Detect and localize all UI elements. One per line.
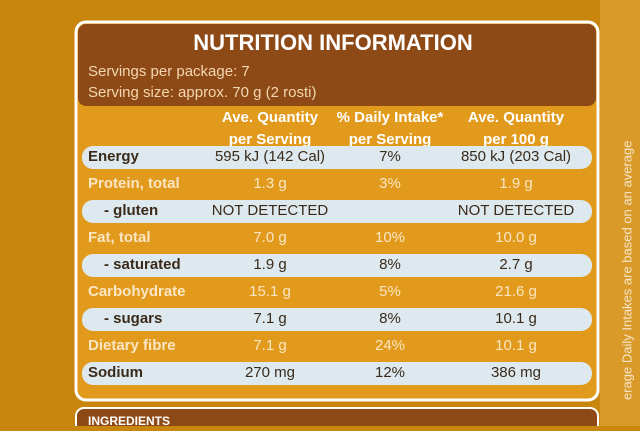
row-label: Dietary fibre	[88, 337, 176, 354]
column-header: per Serving	[349, 131, 432, 148]
column-header: per Serving	[229, 131, 312, 148]
cell: 595 kJ (142 Cal)	[215, 148, 325, 165]
row-label: - gluten	[104, 202, 158, 219]
column-header: Ave. Quantity	[222, 109, 319, 126]
cell: 10.0 g	[495, 229, 537, 246]
side-note: erage Daily Intakes are based on an aver…	[619, 141, 634, 400]
cell: 1.9 g	[499, 175, 532, 192]
cell: 386 mg	[491, 364, 541, 381]
cell: 8%	[379, 256, 401, 273]
row-band	[82, 146, 592, 169]
cell: 850 kJ (203 Cal)	[461, 148, 571, 165]
row-label: Carbohydrate	[88, 283, 186, 300]
cell: 7.1 g	[253, 337, 286, 354]
cell: 8%	[379, 310, 401, 327]
row-label: Fat, total	[88, 229, 151, 246]
row-label: Energy	[88, 148, 140, 165]
footer-band	[75, 407, 599, 431]
cell: NOT DETECTED	[212, 202, 329, 219]
cell: 10.1 g	[495, 310, 537, 327]
cell: NOT DETECTED	[458, 202, 575, 219]
cell: 24%	[375, 337, 405, 354]
cell: 7.1 g	[253, 310, 286, 327]
row-label: - sugars	[104, 310, 162, 327]
row-band	[82, 254, 592, 277]
row-band	[82, 362, 592, 385]
cell: 1.3 g	[253, 175, 286, 192]
cell: 270 mg	[245, 364, 295, 381]
serving-size: Serving size: approx. 70 g (2 rosti)	[88, 84, 316, 101]
column-header: per 100 g	[483, 131, 549, 148]
footer: INGREDIENTS	[88, 414, 170, 426]
row-band	[82, 308, 592, 331]
column-header: Ave. Quantity	[468, 109, 565, 126]
cell: 21.6 g	[495, 283, 537, 300]
title: NUTRITION INFORMATION	[193, 30, 472, 55]
row-label: Protein, total	[88, 175, 180, 192]
row-band	[82, 200, 592, 223]
title-band	[78, 24, 596, 106]
cell: 7%	[379, 148, 401, 165]
cell: 10%	[375, 229, 405, 246]
cell: 1.9 g	[253, 256, 286, 273]
cell: 12%	[375, 364, 405, 381]
cell: 3%	[379, 175, 401, 192]
column-header: % Daily Intake*	[337, 109, 444, 126]
servings: Servings per package: 7	[88, 63, 250, 80]
cell: 7.0 g	[253, 229, 286, 246]
side-panel	[600, 0, 640, 426]
row-label: - saturated	[104, 256, 181, 273]
cell: 5%	[379, 283, 401, 300]
row-label: Sodium	[88, 364, 143, 381]
cell: 10.1 g	[495, 337, 537, 354]
cell: 15.1 g	[249, 283, 291, 300]
cell: 2.7 g	[499, 256, 532, 273]
